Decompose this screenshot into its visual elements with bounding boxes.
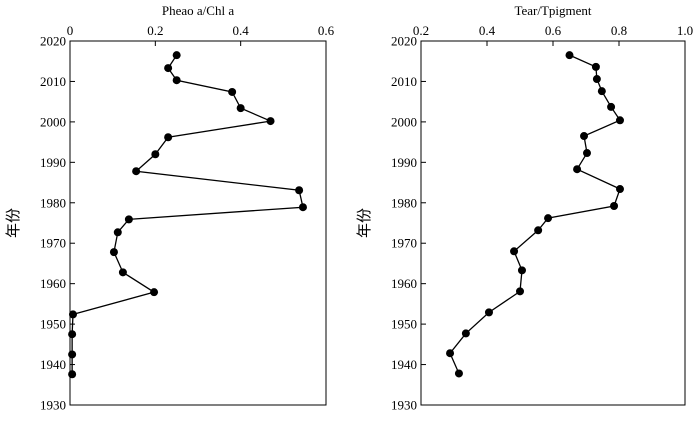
data-point	[454, 369, 463, 378]
x-tick-label: 0.6	[545, 23, 562, 38]
x-tick-label: 1.0	[677, 23, 693, 38]
data-point	[544, 214, 553, 223]
data-point	[534, 226, 543, 235]
data-line	[71, 54, 304, 375]
y-tick-label: 2000	[391, 114, 417, 129]
y-tick-label: 2020	[391, 34, 417, 49]
x-axis-title: Pheao a/Chl a	[162, 3, 234, 18]
x-tick-label: 0.4	[479, 23, 496, 38]
plot-frame	[69, 40, 327, 406]
data-point	[236, 104, 245, 113]
y-tick-label: 1960	[40, 276, 66, 291]
data-point	[565, 51, 574, 60]
data-point	[113, 228, 122, 237]
data-point	[68, 310, 77, 319]
data-point	[580, 132, 589, 141]
y-tick-label: 1950	[40, 317, 66, 332]
data-point	[109, 248, 118, 257]
y-tick-label: 2010	[40, 74, 66, 89]
x-tick-label: 0.2	[147, 23, 163, 38]
y-tick-label: 1930	[40, 398, 66, 413]
y-tick-label: 1970	[391, 236, 417, 251]
data-point	[68, 330, 77, 339]
data-point	[151, 150, 160, 159]
y-tick-label: 1980	[391, 195, 417, 210]
data-point	[228, 87, 237, 96]
data-point	[172, 76, 181, 85]
data-point	[68, 370, 77, 379]
x-tick-label: 0	[67, 23, 74, 38]
data-line	[449, 54, 621, 374]
y-tick-label: 2000	[40, 114, 66, 129]
x-tick-label: 0.6	[318, 23, 335, 38]
y-tick-label: 1980	[40, 195, 66, 210]
data-point	[582, 149, 591, 158]
x-axis-title: Tear/Tpigment	[514, 3, 591, 18]
data-point	[484, 308, 493, 317]
data-point	[591, 62, 600, 71]
data-point	[573, 165, 582, 174]
y-tick-label: 1950	[391, 317, 417, 332]
data-point	[610, 202, 619, 211]
y-tick-label: 1990	[40, 155, 66, 170]
y-tick-label: 1970	[40, 236, 66, 251]
data-point	[118, 268, 127, 277]
data-point	[164, 133, 173, 142]
x-tick-label: 0.2	[413, 23, 429, 38]
data-point	[592, 75, 601, 84]
data-point	[295, 186, 304, 195]
y-tick-label: 2010	[391, 74, 417, 89]
data-point	[266, 117, 275, 126]
data-point	[150, 288, 159, 297]
y-axis-title: 年份	[5, 208, 22, 238]
data-point	[461, 329, 470, 338]
data-point	[132, 167, 141, 176]
data-point	[68, 350, 77, 359]
y-tick-label: 1990	[391, 155, 417, 170]
data-point	[597, 87, 606, 96]
y-tick-label: 2020	[40, 34, 66, 49]
y-tick-label: 1930	[391, 398, 417, 413]
x-tick-label: 0.8	[611, 23, 627, 38]
y-axis-title: 年份	[356, 208, 373, 238]
data-point	[510, 247, 519, 256]
data-point	[172, 51, 181, 60]
y-tick-label: 1960	[391, 276, 417, 291]
data-point	[516, 287, 524, 296]
y-tick-label: 1940	[391, 357, 417, 372]
data-point	[615, 116, 624, 125]
data-point	[517, 266, 526, 275]
data-point	[164, 64, 173, 73]
y-tick-label: 1940	[40, 357, 66, 372]
data-point	[607, 102, 616, 111]
data-point	[615, 185, 624, 194]
data-point	[298, 203, 307, 212]
data-point	[124, 215, 133, 224]
plot-frame	[420, 40, 686, 406]
data-point	[446, 349, 455, 358]
x-tick-label: 0.4	[233, 23, 250, 38]
